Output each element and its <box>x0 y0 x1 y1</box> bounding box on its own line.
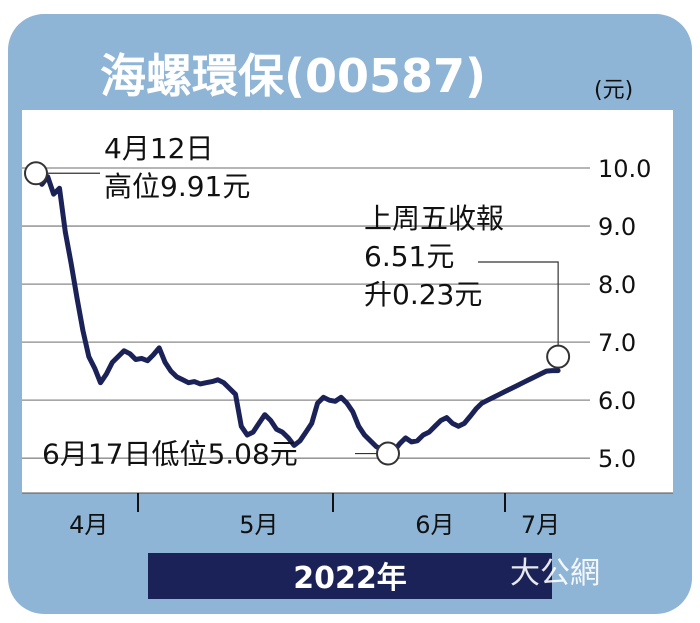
y-tick-label: 9.0 <box>598 213 636 241</box>
x-tick-label: 5月 <box>239 511 278 539</box>
watermark: 大公網 <box>510 556 600 591</box>
y-tick-label: 7.0 <box>598 329 636 357</box>
annotation-label: 4月12日 <box>104 132 213 165</box>
x-axis: 4月 5月 6月 7月 <box>22 492 673 539</box>
x-tick-label: 7月 <box>521 511 560 539</box>
price-line <box>33 170 561 456</box>
year-label: 2022年 <box>293 561 407 596</box>
chart-title: 海螺環保(00587) <box>100 49 486 103</box>
y-axis-ticks: 10.0 9.0 8.0 7.0 6.0 5.0 <box>598 155 651 473</box>
annotation-label: 6.51元 <box>364 240 454 273</box>
leader-line <box>478 261 559 346</box>
y-tick-label: 6.0 <box>598 387 636 415</box>
y-tick-label: 10.0 <box>598 155 651 183</box>
y-tick-label: 5.0 <box>598 445 636 473</box>
high-point-marker <box>24 161 48 186</box>
low-point-marker <box>376 441 400 466</box>
x-tick-label: 4月 <box>69 511 108 539</box>
grid-lines <box>22 167 590 459</box>
annotation-label: 高位9.91元 <box>104 170 250 203</box>
y-tick-label: 8.0 <box>598 271 636 299</box>
year-bar <box>148 553 552 599</box>
close-point-marker <box>546 344 571 369</box>
x-tick-label: 6月 <box>415 511 454 539</box>
unit-label: (元) <box>594 78 633 103</box>
annotation-label: 6月17日低位5.08元 <box>42 438 298 471</box>
plot-area <box>22 110 673 493</box>
annotation-label: 升0.23元 <box>364 278 482 311</box>
annotation-label: 上周五收報 <box>364 202 504 235</box>
